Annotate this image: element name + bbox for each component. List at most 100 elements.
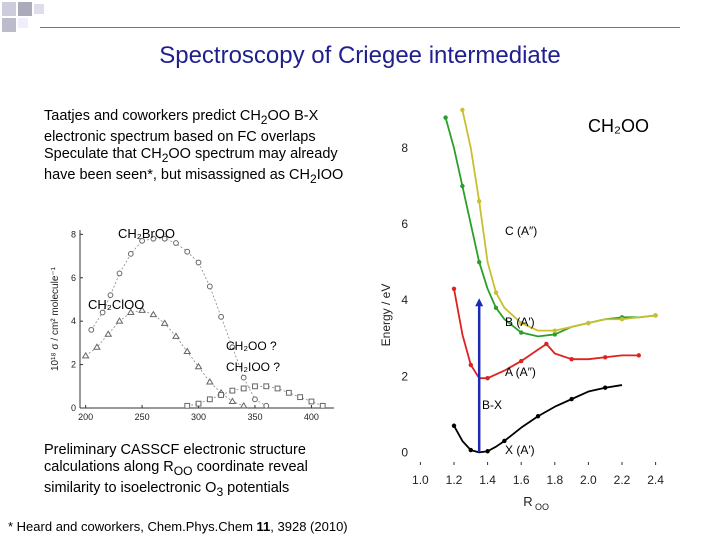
data-point xyxy=(99,309,106,316)
data-point xyxy=(468,362,473,368)
bullet-2: Speculate that CH2OO spectrum may alread… xyxy=(44,145,344,186)
data-point xyxy=(239,401,248,409)
y-tick-label: 4 xyxy=(71,316,76,326)
data-point xyxy=(139,237,145,244)
data-point xyxy=(205,377,214,385)
lower-text: Preliminary CASSCF electronic structure … xyxy=(44,442,308,499)
label-c-state: C (A″) xyxy=(505,224,538,238)
data-point xyxy=(229,344,236,351)
label-ch2oo-question: CH₂OO ? xyxy=(226,339,277,353)
curve-c xyxy=(461,109,656,332)
data-point xyxy=(126,308,135,315)
data-point xyxy=(460,183,465,189)
x-tick-label: 1.4 xyxy=(479,473,496,487)
x-axis-label-sub: OO xyxy=(535,502,549,512)
bullet-block: Taatjes and coworkers predict CH2OO B-X … xyxy=(44,108,364,188)
data-point xyxy=(160,319,169,326)
data-point xyxy=(308,398,315,405)
data-point xyxy=(195,400,202,407)
data-point xyxy=(297,394,304,401)
data-point xyxy=(127,250,134,257)
data-point xyxy=(544,341,549,347)
data-point xyxy=(252,396,258,403)
x-tick-label: 350 xyxy=(247,412,262,420)
data-point xyxy=(138,306,146,313)
data-point xyxy=(150,235,157,242)
x-tick-label: 2.4 xyxy=(647,473,664,487)
potential-energy-chart: 1.0 1.2 1.4 1.6 1.8 2.0 2.2 2.4 0 2 4 6 8 Energy / eV… xyxy=(379,107,664,512)
slide-title: Spectroscopy of Criegee intermediate xyxy=(159,42,561,69)
data-point xyxy=(218,313,225,320)
data-point xyxy=(263,402,270,409)
data-point xyxy=(460,107,465,113)
data-point xyxy=(468,447,473,453)
curve-a xyxy=(453,288,639,380)
y-tick-label: 0 xyxy=(71,403,76,413)
x-tick-label: 250 xyxy=(135,412,150,420)
data-point xyxy=(172,332,180,339)
data-point xyxy=(535,414,541,419)
label-transition: B-X xyxy=(482,398,503,412)
y-tick-label: 8 xyxy=(71,229,76,239)
data-point xyxy=(477,199,482,204)
data-point xyxy=(206,396,213,403)
x-tick-label: 300 xyxy=(191,412,206,420)
label-b-state: B (A′) xyxy=(505,315,535,329)
data-point xyxy=(451,286,457,292)
data-point xyxy=(493,305,499,311)
bullet-1: Taatjes and coworkers predict CH2OO B-X … xyxy=(44,108,319,145)
data-point xyxy=(161,235,168,242)
x-tick-label: 400 xyxy=(304,412,319,420)
data-point xyxy=(93,343,101,350)
data-point xyxy=(195,259,202,266)
arrow-head xyxy=(475,298,484,307)
data-point xyxy=(149,310,158,318)
y-axis-label: Energy / eV xyxy=(379,284,393,347)
data-point xyxy=(104,330,113,337)
data-point xyxy=(263,383,270,390)
data-point xyxy=(240,385,247,392)
data-point xyxy=(493,290,499,295)
label-ch2broo: CH₂BrOO xyxy=(118,226,176,241)
data-point xyxy=(206,283,213,290)
data-point xyxy=(240,374,247,381)
y-tick-label: 2 xyxy=(71,360,76,370)
label-ch2ioo-question: CH₂IOO ? xyxy=(226,360,280,374)
footnote: * Heard and coworkers, Chem.Phys.Chem 11… xyxy=(8,519,348,534)
corner-decoration xyxy=(2,2,44,32)
data-point xyxy=(552,328,557,333)
data-point xyxy=(519,330,524,335)
species-label: CH₂OO xyxy=(588,116,649,136)
data-point xyxy=(218,392,225,398)
data-point xyxy=(252,383,258,390)
y-axis-label: 10¹⁸ σ / cm² molecule⁻¹ xyxy=(50,266,61,371)
data-point xyxy=(485,376,490,381)
y-tick-label: 4 xyxy=(401,293,408,307)
data-point xyxy=(107,292,114,299)
data-point xyxy=(285,389,292,396)
data-point xyxy=(603,385,608,390)
x-tick-label: 200 xyxy=(78,412,93,420)
x-tick-label: 1.6 xyxy=(513,473,530,487)
data-point xyxy=(552,332,557,337)
data-point xyxy=(184,402,191,409)
data-point xyxy=(443,115,448,120)
data-point xyxy=(319,402,326,409)
x-tick-label: 1.2 xyxy=(446,473,463,487)
data-point xyxy=(274,385,281,392)
y-tick-label: 0 xyxy=(401,445,408,459)
data-point xyxy=(569,396,574,402)
label-x-state: X (A′) xyxy=(505,443,535,457)
data-point xyxy=(636,353,641,358)
data-point xyxy=(653,313,658,318)
label-ch2cloo: CH₂ClOO xyxy=(88,297,145,312)
x-tick-label: 2.0 xyxy=(580,473,597,487)
data-point xyxy=(619,317,625,322)
data-point xyxy=(115,317,124,324)
data-point xyxy=(477,259,482,265)
y-tick-label: 6 xyxy=(401,217,408,231)
data-point xyxy=(502,438,507,444)
data-point xyxy=(194,362,203,370)
x-axis-label: R xyxy=(523,494,532,509)
y-tick-label: 8 xyxy=(401,141,408,155)
